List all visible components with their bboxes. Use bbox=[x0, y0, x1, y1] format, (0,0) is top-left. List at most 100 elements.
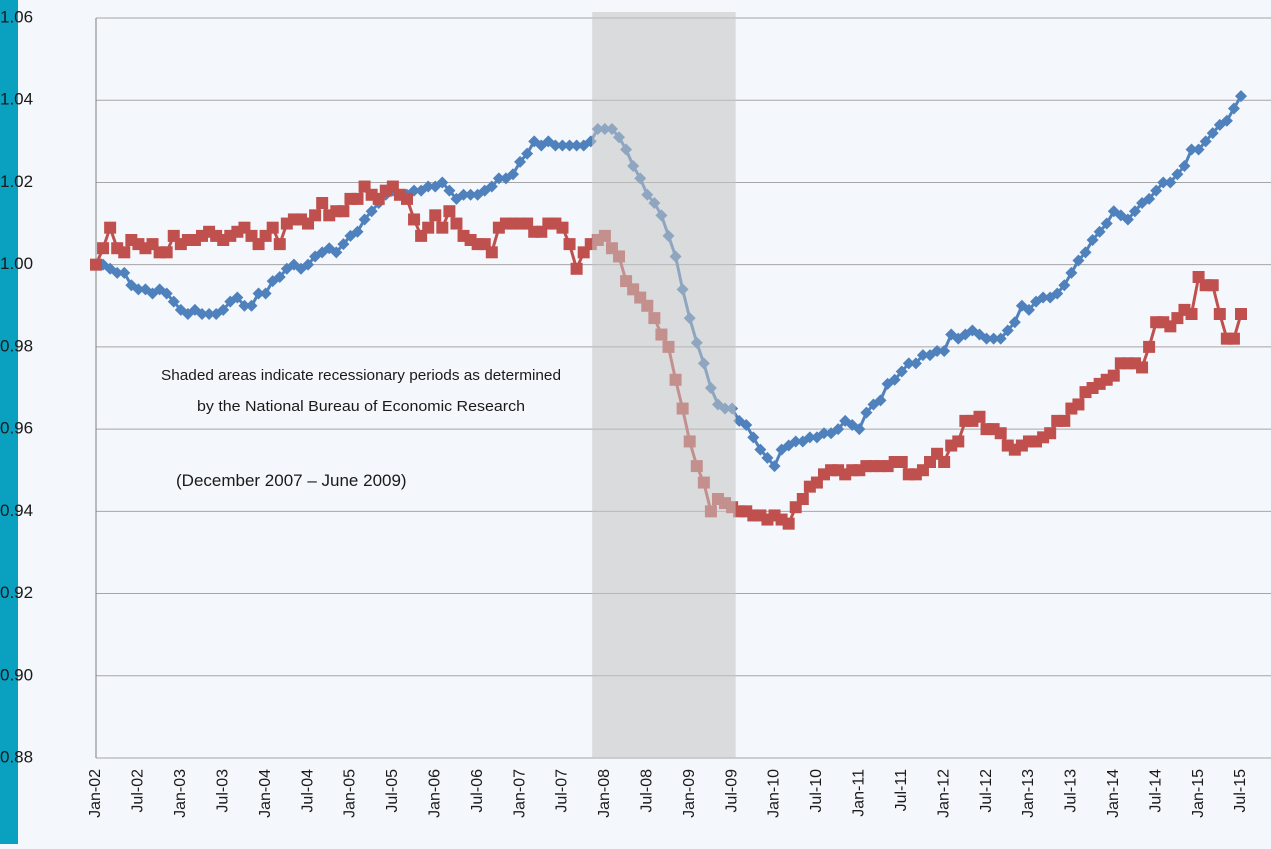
x-tick-label: Jul-13 bbox=[1063, 769, 1080, 813]
marker bbox=[90, 258, 102, 271]
x-tick-label: Jul-05 bbox=[384, 769, 401, 813]
marker bbox=[358, 213, 371, 226]
marker bbox=[1185, 143, 1198, 156]
marker bbox=[1044, 427, 1057, 440]
marker bbox=[860, 406, 873, 419]
marker bbox=[485, 180, 498, 193]
marker bbox=[273, 271, 286, 283]
x-tick-label: Jan-05 bbox=[342, 769, 359, 818]
marker bbox=[1185, 308, 1198, 320]
marker bbox=[273, 238, 286, 251]
marker bbox=[259, 287, 272, 300]
marker bbox=[485, 246, 498, 259]
marker bbox=[351, 192, 364, 205]
marker bbox=[1143, 340, 1156, 353]
x-tick-label: Jul-09 bbox=[723, 769, 740, 813]
marker bbox=[160, 246, 173, 259]
marker bbox=[1227, 332, 1240, 345]
marker bbox=[1037, 291, 1050, 304]
marker bbox=[1199, 135, 1212, 148]
side-strip bbox=[0, 0, 18, 844]
marker bbox=[909, 357, 922, 370]
marker bbox=[1235, 308, 1247, 320]
marker bbox=[1143, 192, 1156, 205]
x-tick-label: Jan-07 bbox=[511, 769, 528, 818]
marker bbox=[302, 258, 315, 271]
marker bbox=[1150, 184, 1163, 197]
marker bbox=[450, 217, 463, 230]
y-tick-label: 1.02 bbox=[0, 172, 33, 191]
x-tick-label: Jan-12 bbox=[935, 769, 952, 818]
marker bbox=[916, 349, 929, 362]
marker bbox=[443, 205, 456, 218]
marker bbox=[1015, 439, 1028, 452]
marker bbox=[817, 427, 830, 440]
marker bbox=[570, 139, 583, 152]
marker bbox=[337, 205, 350, 218]
x-tick-label: Jan-10 bbox=[766, 769, 783, 818]
marker bbox=[789, 435, 802, 448]
x-tick-label: Jul-06 bbox=[469, 769, 486, 813]
marker bbox=[1058, 279, 1071, 292]
marker bbox=[952, 435, 965, 448]
marker bbox=[160, 287, 173, 300]
marker bbox=[330, 246, 343, 259]
marker bbox=[973, 410, 986, 423]
marker bbox=[231, 291, 244, 304]
marker bbox=[309, 250, 322, 263]
marker bbox=[832, 423, 845, 436]
y-tick-label: 0.98 bbox=[0, 336, 33, 355]
marker bbox=[1001, 324, 1014, 337]
marker bbox=[514, 155, 527, 168]
marker bbox=[938, 345, 951, 357]
marker bbox=[245, 299, 258, 312]
y-tick-label: 0.96 bbox=[0, 419, 33, 438]
marker bbox=[1051, 287, 1064, 300]
x-tick-label: Jul-12 bbox=[978, 769, 995, 813]
marker bbox=[521, 147, 534, 160]
y-tick-label: 1.00 bbox=[0, 254, 33, 273]
marker bbox=[563, 238, 576, 251]
marker bbox=[1206, 127, 1219, 140]
marker bbox=[994, 332, 1007, 345]
marker bbox=[1079, 246, 1092, 259]
x-tick-label: Jan-08 bbox=[596, 769, 613, 818]
x-tick-label: Jan-11 bbox=[851, 769, 868, 817]
marker bbox=[994, 427, 1007, 440]
marker bbox=[570, 262, 583, 275]
marker bbox=[464, 188, 477, 201]
marker bbox=[266, 221, 279, 234]
y-tick-label: 0.88 bbox=[0, 747, 33, 766]
marker bbox=[1192, 143, 1205, 156]
marker bbox=[1022, 303, 1035, 316]
marker bbox=[577, 246, 590, 259]
marker bbox=[457, 188, 470, 201]
recession-shade bbox=[592, 12, 736, 758]
marker bbox=[492, 172, 505, 185]
marker bbox=[365, 205, 378, 218]
x-tick-label: Jul-11 bbox=[893, 769, 910, 811]
marker bbox=[803, 431, 816, 444]
marker bbox=[337, 238, 350, 251]
marker bbox=[104, 221, 117, 234]
marker bbox=[1107, 369, 1120, 382]
marker bbox=[1128, 205, 1141, 218]
marker bbox=[549, 139, 562, 152]
x-tick-label: Jan-03 bbox=[172, 769, 189, 818]
y-tick-label: 0.94 bbox=[0, 501, 33, 520]
marker bbox=[436, 176, 449, 189]
marker bbox=[1121, 213, 1134, 226]
marker bbox=[1227, 102, 1240, 115]
y-tick-label: 0.90 bbox=[0, 665, 33, 684]
marker bbox=[252, 238, 265, 251]
marker bbox=[408, 213, 421, 226]
marker bbox=[874, 394, 887, 407]
marker bbox=[1093, 225, 1106, 238]
marker bbox=[1100, 217, 1113, 230]
x-tick-label: Jul-02 bbox=[130, 769, 147, 813]
marker bbox=[97, 242, 110, 255]
marker bbox=[931, 345, 944, 357]
marker bbox=[853, 423, 866, 436]
x-tick-label: Jul-08 bbox=[639, 769, 656, 813]
x-tick-label: Jan-14 bbox=[1105, 769, 1122, 818]
